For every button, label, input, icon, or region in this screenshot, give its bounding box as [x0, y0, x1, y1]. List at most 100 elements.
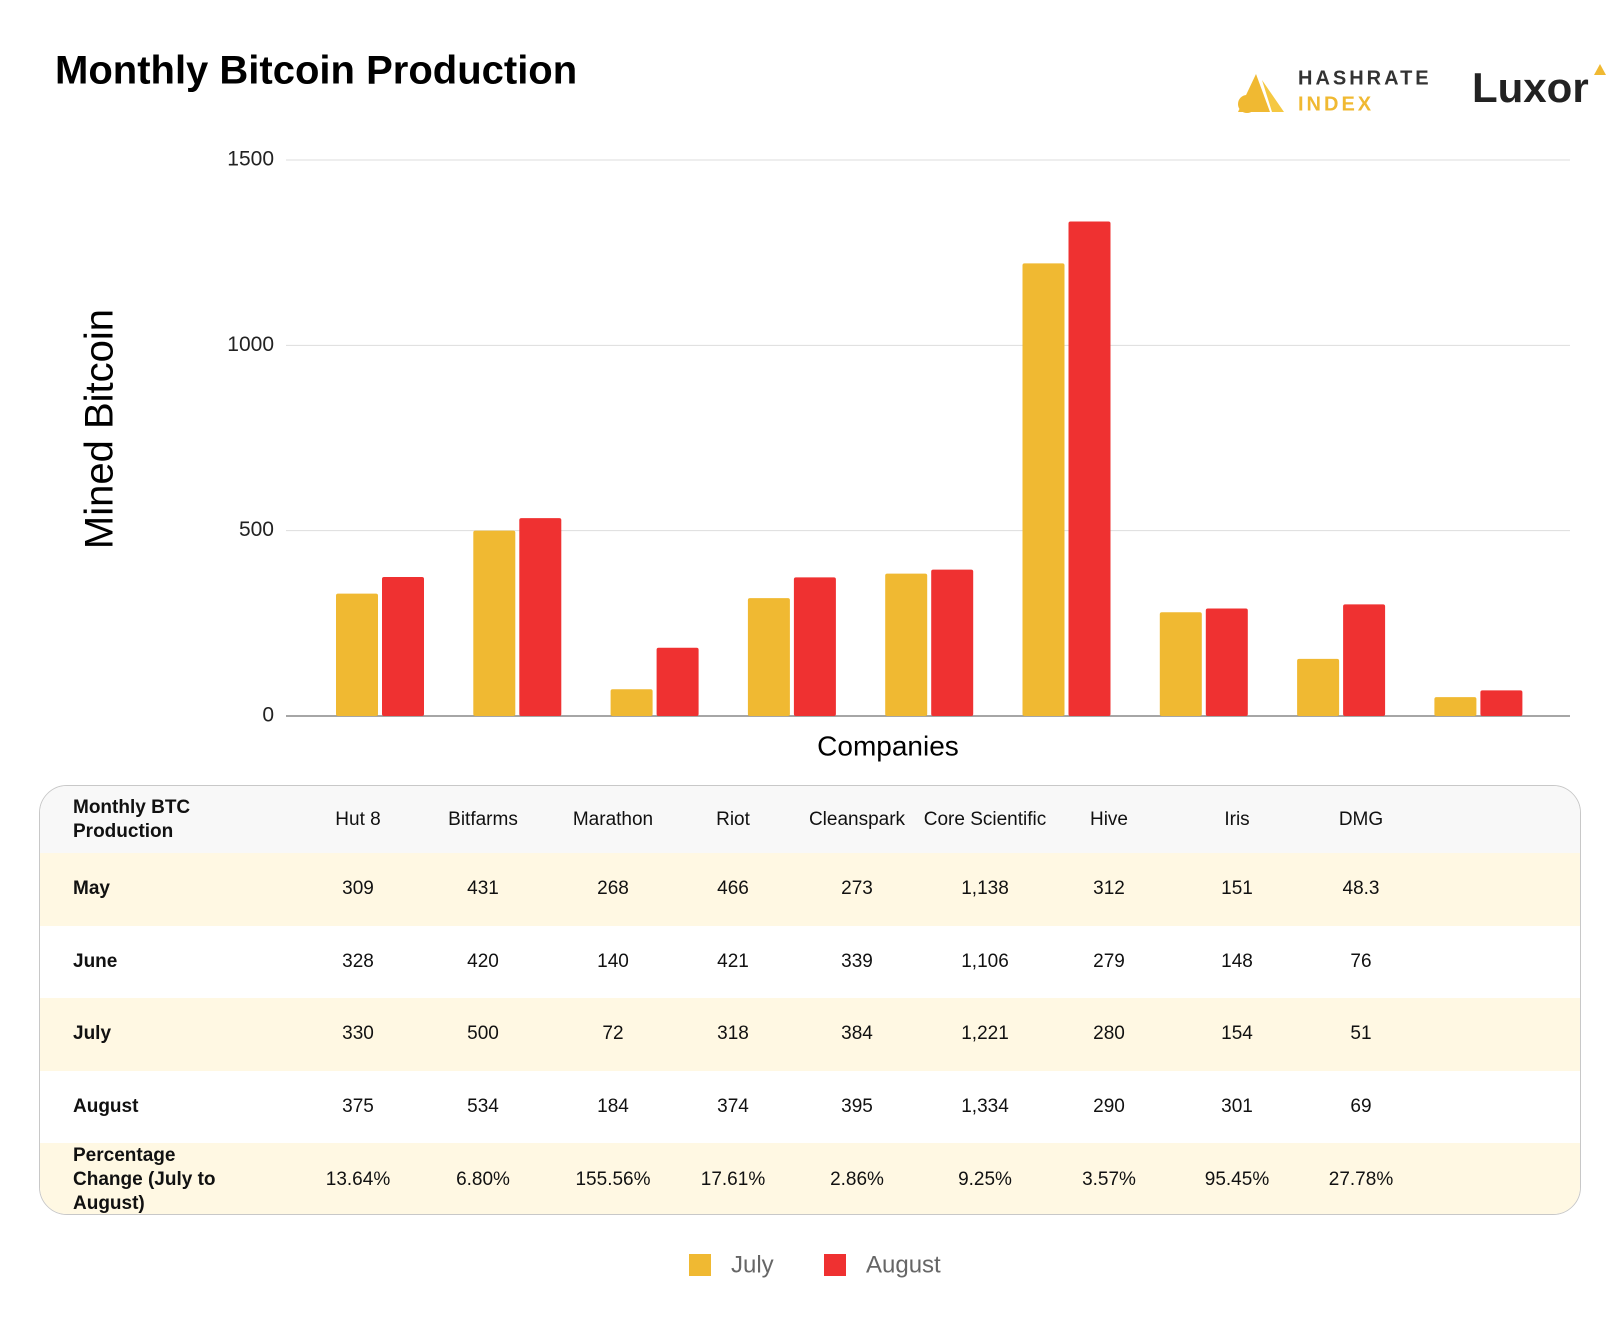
bar: [1022, 263, 1065, 716]
table-cell: 312: [1093, 878, 1125, 900]
table-cell: 268: [597, 878, 629, 900]
header-cell: Iris: [1224, 808, 1250, 830]
legend-label: August: [866, 1251, 941, 1278]
bar: [519, 518, 562, 716]
bar: [336, 593, 378, 716]
bar: [1480, 690, 1523, 716]
table-cell: 395: [841, 1096, 873, 1118]
table-cell: 420: [467, 950, 499, 972]
header-cell: Hive: [1089, 808, 1129, 830]
table-cell: 48.3: [1342, 878, 1380, 900]
bar: [793, 577, 836, 716]
table-cell: 279: [1093, 950, 1125, 972]
legend-swatch: [689, 1254, 711, 1276]
table-header: Monthly BTC Production Hut 8 Bitfarms Marat…: [40, 786, 1580, 854]
table-cell: 466: [717, 878, 749, 900]
bar: [1068, 221, 1111, 716]
bar: [1297, 658, 1340, 716]
table-row: May 309 431 268 466 273 1,138 312 151 48.3: [40, 853, 1580, 926]
table-cell: 330: [342, 1023, 374, 1045]
table-row: June 328 420 140 421 339 1,106 279 148 76: [40, 925, 1580, 999]
table-cell: 309: [342, 878, 374, 900]
legend-label: July: [731, 1251, 774, 1278]
table-cell: 17.61%: [700, 1168, 766, 1190]
logo-mark: [1594, 64, 1606, 75]
x-axis-label: Companies: [817, 730, 959, 761]
table-cell: 27.78%: [1328, 1168, 1394, 1190]
bar: [1159, 612, 1202, 716]
row-label: July: [73, 1023, 112, 1045]
table-cell: 2.86%: [830, 1168, 884, 1190]
table-cell: 534: [467, 1096, 499, 1118]
header-cell: Monthly BTC Production: [73, 796, 191, 842]
table-cell: 95.45%: [1204, 1168, 1270, 1190]
table-cell: 76: [1350, 950, 1372, 972]
table-cell: 140: [597, 950, 629, 972]
header-cell: DMG: [1338, 808, 1384, 830]
y-tick-label: 0: [262, 704, 274, 727]
table-cell: 500: [467, 1023, 499, 1045]
table-cell: 375: [342, 1096, 374, 1118]
logo-text: Luxor: [1472, 64, 1589, 111]
table-cell: 339: [841, 950, 873, 972]
table-cell: 1,138: [961, 878, 1009, 900]
table-cell: 6.80%: [456, 1168, 510, 1190]
header-cell: Bitfarms: [448, 808, 518, 830]
table-cell: 318: [717, 1023, 749, 1045]
hashrate-logo: [1238, 74, 1284, 113]
y-axis-label: Mined Bitcoin: [78, 309, 122, 549]
y-tick-label: 1000: [227, 333, 274, 356]
y-tick-label: 1500: [227, 148, 274, 171]
table-cell: 1,334: [961, 1096, 1009, 1118]
table-row: Percentage Change (July to August) 13.64%…: [40, 1143, 1580, 1214]
table-cell: 328: [342, 950, 374, 972]
header-cell: Core Scientific: [923, 808, 1047, 830]
table-row: July 330 500 72 318 384 1,221 280 154 51: [40, 998, 1580, 1071]
header-cell: Hut 8: [335, 808, 381, 830]
header-cell: Cleanspark: [808, 808, 906, 830]
row-label: May: [73, 878, 110, 900]
header-cell: Riot: [716, 808, 750, 830]
bar: [1205, 608, 1248, 716]
row-label: Percentage Change (July to August): [73, 1144, 216, 1214]
row-label: June: [73, 950, 118, 972]
table-cell: 72: [602, 1023, 624, 1045]
table-cell: 51: [1350, 1023, 1372, 1045]
table-cell: 421: [717, 950, 749, 972]
row-label: August: [73, 1096, 139, 1118]
table-cell: 155.56%: [575, 1168, 651, 1190]
table-cell: 13.64%: [325, 1168, 391, 1190]
table-cell: 374: [717, 1096, 749, 1118]
bar: [656, 647, 699, 716]
table-cell: 69: [1350, 1096, 1372, 1118]
bar: [1434, 697, 1477, 716]
table-cell: 9.25%: [958, 1168, 1012, 1190]
legend-swatch: [824, 1254, 846, 1276]
bar: [747, 598, 790, 716]
bar: [382, 577, 424, 716]
table-cell: 301: [1221, 1096, 1253, 1118]
header-cell: Marathon: [572, 808, 654, 830]
table-cell: 384: [841, 1023, 873, 1045]
table-cell: 184: [597, 1096, 629, 1118]
y-tick-label: 500: [239, 518, 274, 541]
bar: [1343, 604, 1386, 716]
table-cell: 1,221: [961, 1023, 1009, 1045]
bar: [885, 573, 928, 716]
table-row: August 375 534 184 374 395 1,334 290 301 69: [40, 1070, 1580, 1144]
bar: [931, 569, 974, 716]
chart-title: Monthly Bitcoin Production: [55, 49, 577, 93]
table-cell: 3.57%: [1082, 1168, 1136, 1190]
logo-text: HASHRATE: [1298, 67, 1432, 89]
table-cell: 151: [1221, 878, 1253, 900]
bar: [473, 530, 516, 716]
table-cell: 1,106: [961, 950, 1009, 972]
logo-text: INDEX: [1298, 93, 1374, 115]
data-table: Monthly BTC Production Hut 8 Bitfarms Marat…: [39, 785, 1581, 1215]
table-cell: 148: [1221, 950, 1253, 972]
table-cell: 280: [1093, 1023, 1125, 1045]
table-cell: 290: [1093, 1096, 1125, 1118]
bar: [610, 689, 653, 716]
